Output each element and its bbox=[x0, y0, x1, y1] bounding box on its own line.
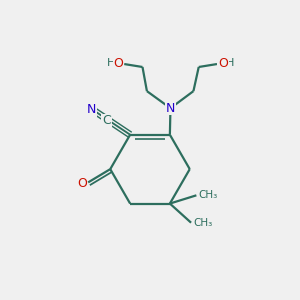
Text: H: H bbox=[107, 58, 115, 68]
Text: N: N bbox=[87, 103, 96, 116]
Text: H: H bbox=[226, 58, 234, 68]
Text: CH₃: CH₃ bbox=[194, 218, 213, 228]
Text: N: N bbox=[166, 102, 175, 115]
Text: O: O bbox=[77, 177, 87, 190]
Text: O: O bbox=[113, 57, 123, 70]
Text: O: O bbox=[218, 57, 228, 70]
Text: C: C bbox=[102, 114, 111, 128]
Text: CH₃: CH₃ bbox=[199, 190, 218, 200]
